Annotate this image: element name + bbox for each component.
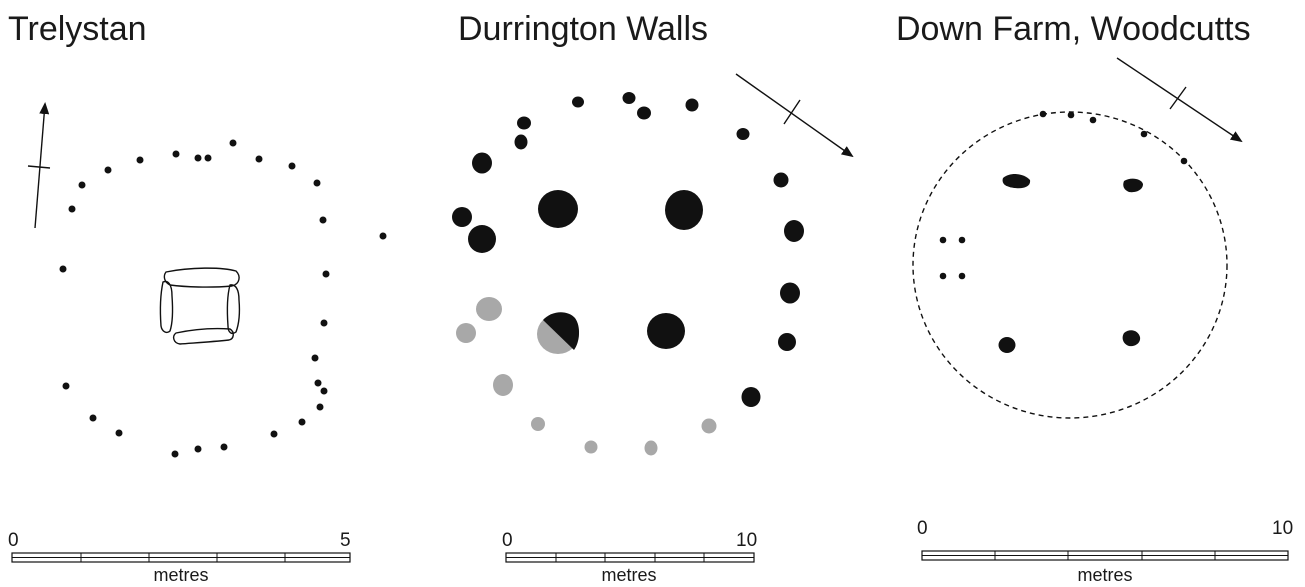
post-hole (172, 150, 180, 158)
central-hearth-outline (159, 267, 241, 345)
post-hole (194, 445, 202, 453)
post-hole (584, 440, 598, 454)
plan-down-farm-woodcutts: Down Farm, Woodcutts (896, 10, 1293, 585)
post-hole (701, 418, 717, 434)
post-hole (1039, 110, 1047, 118)
scale-end: 10 (1272, 518, 1293, 539)
post-hole (958, 236, 966, 244)
post-hole (456, 323, 476, 343)
post-hole (313, 179, 321, 187)
plan-durrington-walls: Durrington Walls (452, 10, 854, 585)
post-hole (773, 172, 789, 188)
post-hole (298, 418, 306, 426)
post-hole (1002, 174, 1031, 189)
post-hole (780, 282, 800, 304)
post-hole (255, 155, 263, 163)
north-arrow-icon (27, 102, 51, 229)
post-hole (115, 429, 123, 437)
scale-start: 0 (502, 530, 513, 551)
post-hole (644, 440, 658, 456)
post-hole (514, 134, 528, 150)
post-hole (288, 162, 296, 170)
post-hole (104, 166, 112, 174)
scale-unit: metres (1077, 565, 1132, 585)
post-hole (319, 216, 327, 224)
post-hole (958, 272, 966, 280)
post-hole (171, 450, 179, 458)
post-hole (538, 190, 578, 228)
post-hole (1122, 330, 1141, 347)
ring-ditch-outline (912, 111, 1228, 419)
post-hole (736, 128, 750, 140)
post-hole (472, 152, 492, 174)
scale-end: 5 (340, 530, 351, 551)
post-hole (320, 319, 328, 327)
post-hole (493, 374, 513, 396)
post-hole (685, 98, 699, 112)
post-hole (939, 236, 947, 244)
plan-title-durrington-walls: Durrington Walls (458, 10, 708, 48)
post-hole (1140, 130, 1148, 138)
post-hole (89, 414, 97, 422)
scale-unit: metres (601, 565, 656, 585)
post-hole-ring-outer (452, 92, 804, 407)
plan-title-down-farm-woodcutts: Down Farm, Woodcutts (896, 10, 1251, 48)
post-hole (320, 387, 328, 395)
post-hole (220, 443, 228, 451)
post-hole (622, 92, 636, 104)
scale-end: 10 (736, 530, 757, 551)
post-hole (68, 205, 76, 213)
post-hole (311, 354, 319, 362)
plan-trelystan: Trelystan (8, 10, 387, 585)
post-hole-ring (59, 139, 387, 458)
post-hole (452, 207, 472, 227)
post-hole (78, 181, 86, 189)
post-hole (194, 154, 202, 162)
post-hole (314, 379, 322, 387)
post-hole (665, 190, 703, 230)
post-hole-ring-outer-grey (456, 297, 717, 456)
post-hole (517, 116, 531, 130)
scale-unit: metres (153, 565, 208, 585)
post-hole (1067, 111, 1075, 119)
central-posts (998, 174, 1143, 353)
post-hole (229, 139, 237, 147)
scale-start: 0 (8, 530, 19, 551)
post-hole (379, 232, 387, 240)
post-hole (741, 387, 761, 407)
post-hole (531, 417, 545, 431)
scale-bar-down-farm-woodcutts: 0 10 metres (917, 518, 1293, 585)
post-hole (322, 270, 330, 278)
post-hole (778, 333, 796, 351)
post-hole (316, 403, 324, 411)
plan-title-trelystan: Trelystan (8, 10, 147, 48)
post-hole (204, 154, 212, 162)
post-hole (59, 265, 67, 273)
post-hole (1089, 116, 1097, 124)
post-hole (647, 313, 685, 349)
scale-bar-trelystan: 0 5 metres (8, 530, 351, 585)
post-hole (1123, 178, 1143, 193)
post-hole-partial (537, 312, 580, 354)
post-hole (1180, 157, 1188, 165)
post-hole (62, 382, 70, 390)
scale-start: 0 (917, 518, 928, 539)
post-hole (572, 96, 584, 108)
post-hole (136, 156, 144, 164)
central-posts (537, 190, 703, 354)
north-arrow-icon (735, 73, 854, 158)
north-arrow-icon (1116, 57, 1243, 143)
post-hole (270, 430, 278, 438)
post-hole (998, 337, 1016, 353)
stake-holes (939, 110, 1188, 280)
post-hole (637, 106, 651, 120)
post-hole (476, 297, 502, 321)
post-hole (468, 225, 496, 253)
post-hole (939, 272, 947, 280)
scale-bar-durrington-walls: 0 10 metres (502, 530, 757, 585)
post-hole (784, 220, 804, 242)
